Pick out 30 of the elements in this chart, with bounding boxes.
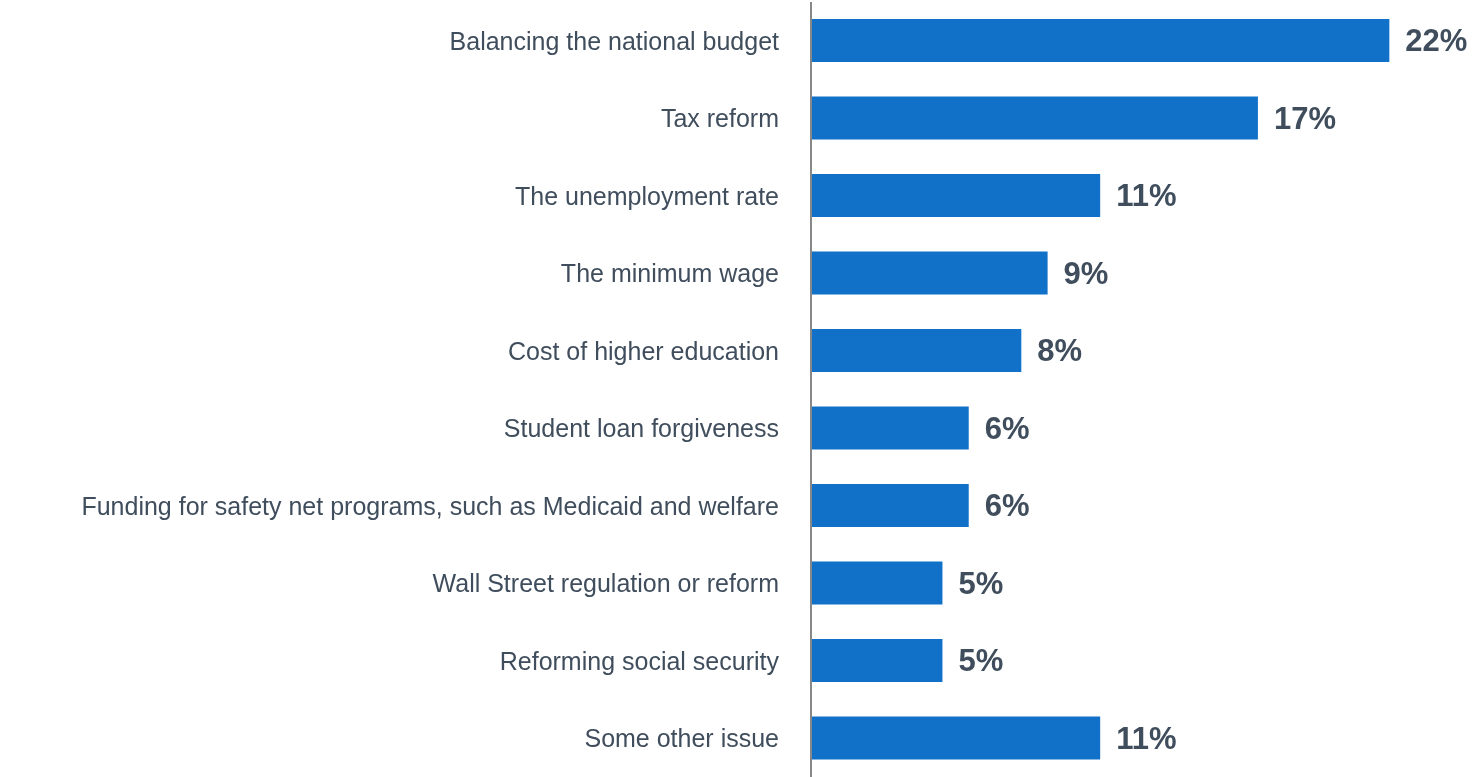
y-tick-label: Balancing the national budget bbox=[449, 26, 780, 55]
data-label: 22% bbox=[1405, 23, 1468, 58]
bar bbox=[811, 639, 943, 682]
bar bbox=[811, 251, 1048, 295]
data-label: 5% bbox=[958, 643, 1004, 678]
y-tick-label: Some other issue bbox=[584, 724, 779, 753]
y-tick-label: Student loan forgiveness bbox=[503, 414, 779, 443]
data-label: 11% bbox=[1116, 178, 1177, 213]
y-tick-label: Tax reform bbox=[660, 104, 779, 133]
bar bbox=[811, 174, 1101, 217]
bar bbox=[811, 96, 1258, 140]
bar bbox=[811, 716, 1101, 760]
data-label: 11% bbox=[1116, 720, 1177, 756]
data-label: 8% bbox=[1037, 333, 1083, 368]
data-label: 6% bbox=[984, 410, 1030, 446]
data-label: 17% bbox=[1273, 100, 1336, 136]
bar bbox=[811, 406, 969, 450]
data-label: 5% bbox=[958, 565, 1004, 601]
bar bbox=[811, 561, 943, 605]
bar bbox=[811, 484, 969, 527]
data-label: 6% bbox=[984, 488, 1030, 523]
y-tick-label: The minimum wage bbox=[560, 259, 779, 288]
bar bbox=[811, 329, 1022, 372]
y-tick-label: Reforming social security bbox=[499, 646, 780, 675]
y-tick-label: The unemployment rate bbox=[514, 181, 779, 210]
y-tick-label: Funding for safety net programs, such as Medicaid and welfare bbox=[81, 491, 779, 520]
bar bbox=[811, 19, 1390, 62]
y-tick-label: Cost of higher education bbox=[507, 336, 779, 365]
data-label: 9% bbox=[1063, 255, 1109, 291]
y-tick-label: Wall Street regulation or reform bbox=[432, 569, 779, 598]
